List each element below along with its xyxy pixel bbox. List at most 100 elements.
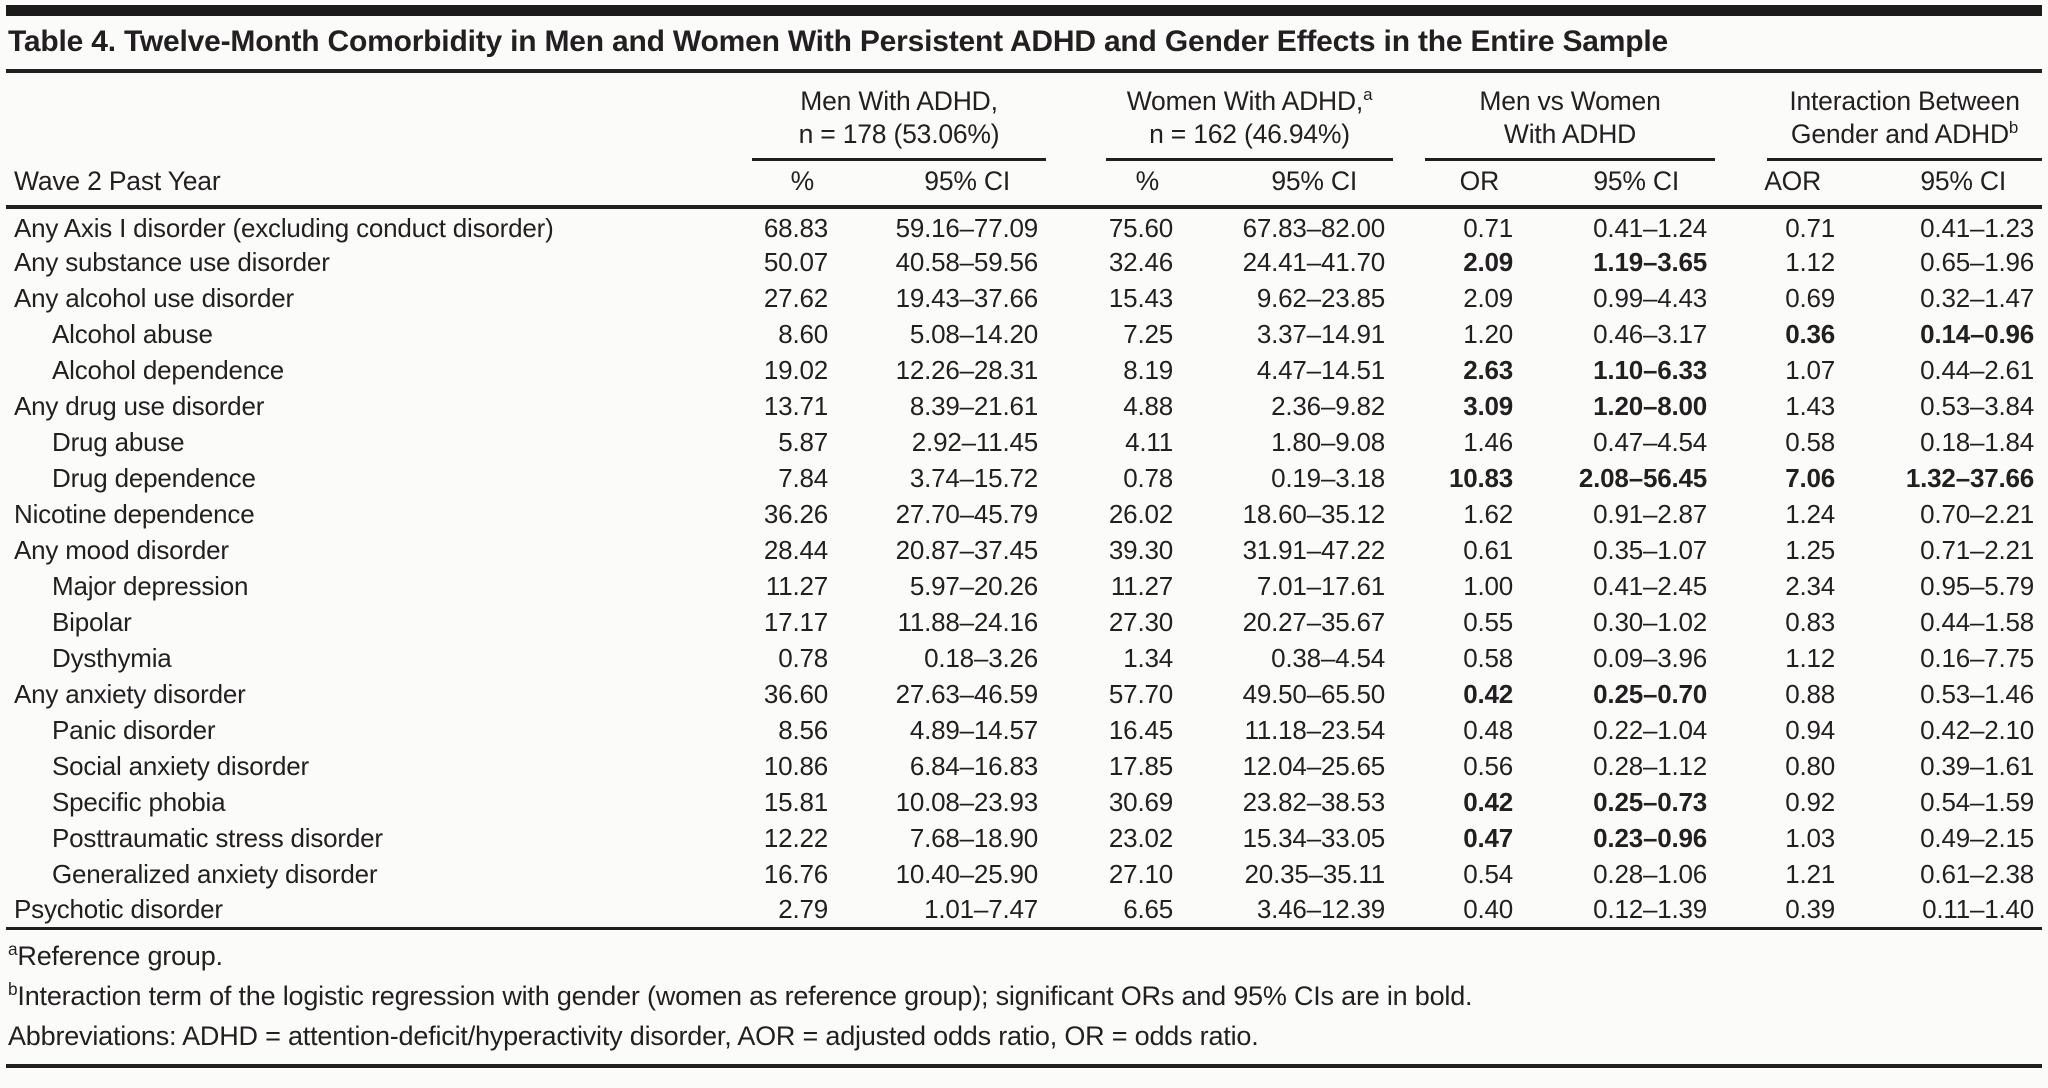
table-row: Drug abuse 5.87 2.92–11.45 4.11 1.80–9.08 1.4… [6,424,2042,460]
cell-or: 3.09 [1463,390,1514,421]
cell-men-ci: 8.39–21.61 [909,390,1038,421]
cell-men-ci: 6.84–16.83 [909,750,1038,781]
cell-or: 0.40 [1463,893,1514,924]
cell-women-ci: 1.80–9.08 [1271,426,1386,457]
cell-women-pct: 23.02 [1108,822,1173,853]
cell-women-pct: 15.43 [1108,282,1173,313]
cell-men-pct: 7.84 [778,462,828,493]
cell-women-ci: 49.50–65.50 [1242,678,1386,709]
cell-women-pct: 57.70 [1108,678,1173,709]
cell-aor: 0.94 [1785,714,1836,745]
cell-aor: 0.92 [1785,786,1836,817]
cell-aor: 1.21 [1785,858,1836,889]
title-rule [6,69,2042,73]
cell-men-pct: 2.79 [778,893,828,924]
cell-or-ci: 0.41–1.24 [1593,213,1708,243]
table-row: Any substance use disorder 50.07 40.58–59.… [6,244,2042,280]
cell-aor: 1.07 [1785,354,1836,385]
cell-women-pct: 39.30 [1108,534,1173,565]
cell-women-ci: 31.91–47.22 [1242,534,1386,565]
cell-aor: 2.34 [1785,570,1836,601]
cell-women-ci: 23.82–38.53 [1242,786,1386,817]
cell-aor-ci: 0.14–0.96 [1920,318,2035,349]
cell-or: 2.63 [1463,354,1514,385]
row-label: Generalized anxiety disorder [52,858,378,889]
group-men-vs-women-label: Men vs Women With ADHD [1425,85,1716,161]
cell-or-ci: 0.99–4.43 [1593,282,1708,313]
cell-aor: 1.03 [1785,822,1836,853]
cell-men-ci: 19.43–37.66 [895,282,1039,313]
superscript-b: b [8,978,18,999]
cell-or: 0.61 [1463,534,1514,565]
table-row: Dysthymia 0.78 0.18–3.26 1.34 0.38–4.54 0.58 0… [6,640,2042,676]
cell-women-pct: 7.25 [1123,318,1173,349]
cell-men-ci: 1.01–7.47 [924,893,1038,924]
cell-women-ci: 20.27–35.67 [1242,606,1386,637]
subheader-aor-ci: 95% CI [1843,161,2043,209]
row-label: Any substance use disorder [14,246,330,277]
cell-or: 0.71 [1463,213,1514,243]
cell-aor-ci: 0.32–1.47 [1920,282,2035,313]
cell-or: 1.62 [1463,498,1514,529]
cell-or-ci: 0.09–3.96 [1593,642,1708,673]
paper-table-figure: Table 4. Twelve-Month Comorbidity in Men… [0,5,2048,1088]
table-row: Psychotic disorder 2.79 1.01–7.47 6.65 3.46–… [6,892,2042,928]
row-label: Social anxiety disorder [52,750,309,781]
table-row: Alcohol abuse 8.60 5.08–14.20 7.25 3.37–14.9… [6,316,2042,352]
cell-women-ci: 4.47–14.51 [1256,354,1386,385]
cell-or: 0.58 [1463,642,1514,673]
cell-aor-ci: 1.32–37.66 [1905,462,2035,493]
cell-or-ci: 0.22–1.04 [1593,714,1708,745]
footnotes: aReference group. bInteraction term of t… [6,930,2042,1056]
cell-men-pct: 50.07 [763,246,828,277]
cell-aor: 1.24 [1785,498,1836,529]
row-label: Psychotic disorder [14,893,223,924]
cell-or: 0.42 [1463,786,1514,817]
table-row: Generalized anxiety disorder 16.76 10.40–2… [6,856,2042,892]
cell-women-pct: 1.34 [1123,642,1173,673]
row-label: Any mood disorder [14,534,229,565]
table-row: Major depression 11.27 5.97–20.26 11.27 7.01… [6,568,2042,604]
superscript-a: a [1363,85,1373,105]
cell-women-ci: 20.35–35.11 [1244,858,1386,889]
row-label: Specific phobia [52,786,226,817]
cell-or: 2.09 [1463,282,1514,313]
cell-men-ci: 10.08–23.93 [895,786,1039,817]
cell-men-ci: 4.89–14.57 [909,714,1038,745]
table-row: Posttraumatic stress disorder 12.22 7.68–1… [6,820,2042,856]
row-label: Major depression [52,570,249,601]
cell-women-pct: 4.11 [1125,426,1173,457]
row-label: Posttraumatic stress disorder [52,822,383,853]
row-label: Alcohol dependence [52,354,285,385]
cell-women-pct: 30.69 [1108,786,1173,817]
cell-women-pct: 27.10 [1108,858,1173,889]
subheader-men-pct: % [646,161,836,209]
table-row: Nicotine dependence 36.26 27.70–45.79 26.02… [6,496,2042,532]
cell-aor: 0.36 [1785,318,1836,349]
cell-or-ci: 0.41–2.45 [1593,570,1708,601]
cell-aor-ci: 0.71–2.21 [1920,534,2035,565]
table-row: Specific phobia 15.81 10.08–23.93 30.69 23.8… [6,784,2042,820]
cell-men-pct: 15.81 [763,786,828,817]
cell-aor: 0.58 [1785,426,1836,457]
row-label: Any alcohol use disorder [14,282,294,313]
cell-aor-ci: 0.39–1.61 [1920,750,2035,781]
cell-or-ci: 0.91–2.87 [1593,498,1708,529]
table-row: Any mood disorder 28.44 20.87–37.45 39.30 31… [6,532,2042,568]
bottom-rule [6,1063,2042,1068]
cell-women-ci: 0.38–4.54 [1271,642,1386,673]
cell-aor-ci: 0.53–3.84 [1920,390,2035,421]
cell-aor: 1.43 [1785,390,1836,421]
cell-aor-ci: 0.44–2.61 [1920,354,2035,385]
table-row: Drug dependence 7.84 3.74–15.72 0.78 0.19–3.… [6,460,2042,496]
cell-women-ci: 24.41–41.70 [1242,246,1386,277]
cell-or: 1.20 [1463,318,1514,349]
cell-men-pct: 17.17 [763,606,828,637]
superscript-a: a [8,938,18,959]
cell-men-pct: 13.71 [763,390,828,421]
cell-aor-ci: 0.42–2.10 [1920,714,2035,745]
footnote-b: bInteraction term of the logistic regres… [8,978,1473,1011]
row-label: Panic disorder [52,714,216,745]
cell-men-ci: 12.26–28.31 [895,354,1039,385]
cell-women-pct: 32.46 [1108,246,1173,277]
